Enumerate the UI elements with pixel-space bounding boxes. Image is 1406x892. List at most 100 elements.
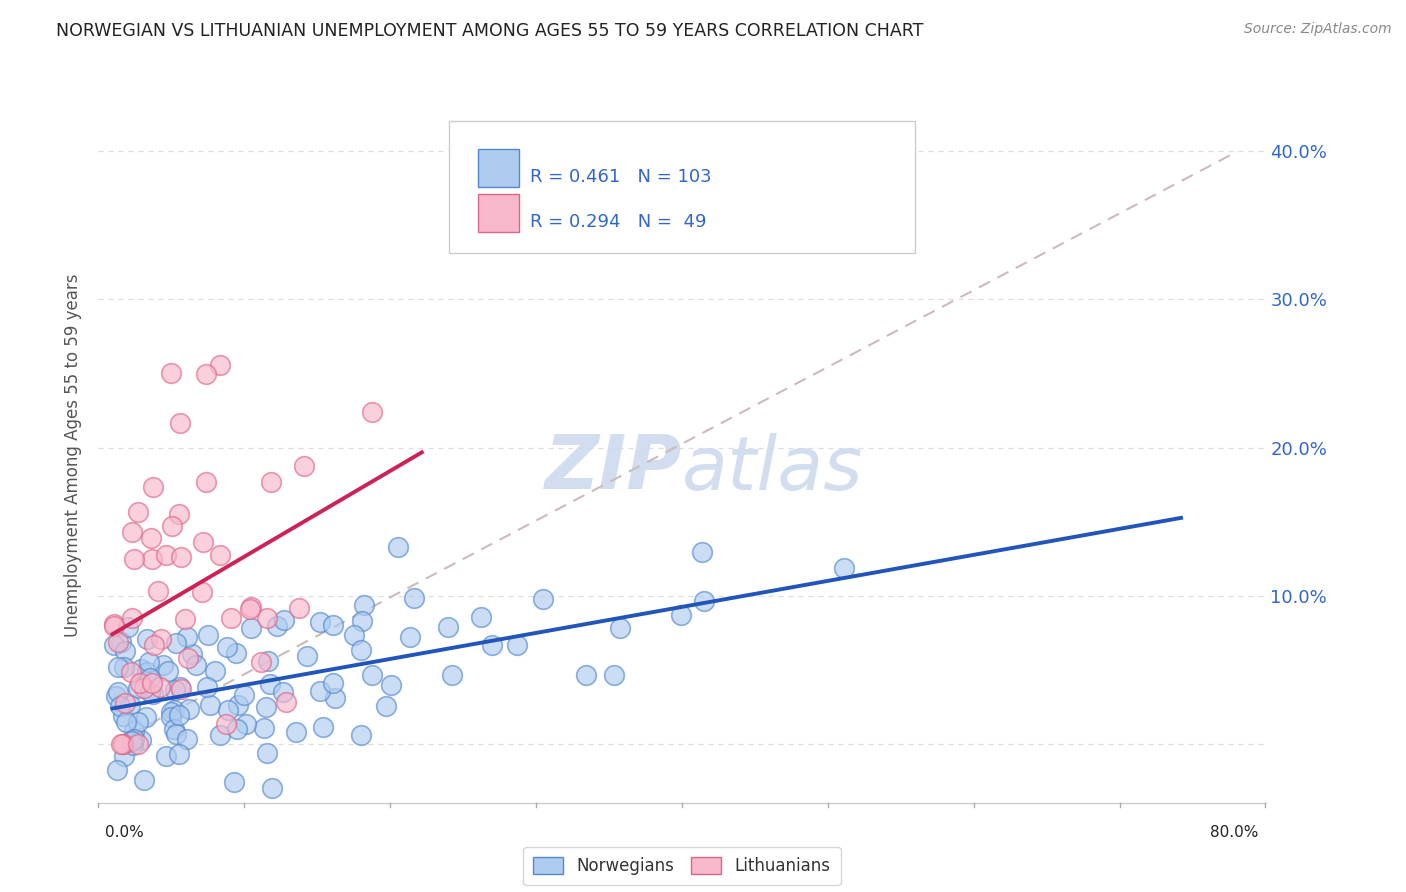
Point [122,738,145,752]
Point [353,598,375,612]
Point [219,611,242,625]
Point [107,684,129,698]
Point [112,748,135,763]
Point [112,660,135,674]
Point [169,416,191,430]
Point [127,714,149,729]
Point [360,405,382,419]
FancyBboxPatch shape [478,149,519,187]
Point [110,699,132,714]
Text: NORWEGIAN VS LITHUANIAN UNEMPLOYMENT AMONG AGES 55 TO 59 YEARS CORRELATION CHART: NORWEGIAN VS LITHUANIAN UNEMPLOYMENT AMO… [56,22,924,40]
Point [149,680,172,694]
Point [122,732,145,747]
Text: 0.0%: 0.0% [105,825,145,840]
Point [176,630,198,644]
Point [111,737,134,751]
Point [322,676,344,690]
Point [225,646,247,660]
Point [669,607,692,622]
Point [107,634,129,648]
Point [129,733,152,747]
Point [197,628,219,642]
Point [157,664,180,678]
Point [380,677,402,691]
Point [195,680,218,694]
Point [350,729,373,743]
Point [103,619,125,633]
Point [132,681,155,695]
Point [111,709,134,723]
Point [121,611,143,625]
Point [122,552,145,566]
Point [169,680,191,694]
Point [309,615,332,630]
FancyBboxPatch shape [478,194,519,232]
Point [256,746,278,760]
Point [127,681,149,696]
Point [240,600,263,615]
Point [129,663,152,677]
Point [135,710,157,724]
Point [312,720,335,734]
Point [103,617,125,632]
Point [208,358,231,372]
Point [159,367,181,381]
Point [127,737,149,751]
Point [180,647,202,661]
Point [322,618,344,632]
Point [118,698,141,713]
Point [110,635,132,649]
Point [141,552,163,566]
Point [114,697,136,711]
Text: Source: ZipAtlas.com: Source: ZipAtlas.com [1244,22,1392,37]
Point [200,698,222,712]
Point [176,731,198,746]
Point [142,638,165,652]
Point [249,656,271,670]
Point [323,691,346,706]
Text: 80.0%: 80.0% [1211,825,1258,840]
Point [233,688,256,702]
Point [169,682,191,697]
Point [215,717,238,731]
Point [159,710,181,724]
Point [209,728,232,742]
Point [284,725,307,739]
Point [149,632,172,647]
Point [350,642,373,657]
Point [104,689,127,703]
Point [159,706,181,720]
Point [274,695,297,709]
Text: ZIP: ZIP [544,433,682,506]
Point [167,707,190,722]
Point [470,610,492,624]
Point [179,702,201,716]
Point [254,699,277,714]
Point [832,561,855,575]
Point [105,764,128,778]
Point [343,628,366,642]
Point [128,676,150,690]
Point [226,722,249,736]
Point [121,525,143,540]
Point [260,475,283,490]
Point [103,638,125,652]
Point [114,715,136,730]
Point [295,648,318,663]
Point [167,747,190,761]
Point [575,667,598,681]
Text: atlas: atlas [682,433,863,505]
Point [240,621,263,635]
Point [139,685,162,699]
Text: R = 0.294   N =  49: R = 0.294 N = 49 [530,213,707,232]
Point [217,640,239,654]
Point [531,591,554,606]
Point [437,620,460,634]
Point [262,780,284,795]
Point [191,535,214,549]
Y-axis label: Unemployment Among Ages 55 to 59 years: Unemployment Among Ages 55 to 59 years [65,273,83,637]
Point [690,544,713,558]
Point [165,635,187,649]
Point [135,665,157,679]
Point [226,698,249,713]
